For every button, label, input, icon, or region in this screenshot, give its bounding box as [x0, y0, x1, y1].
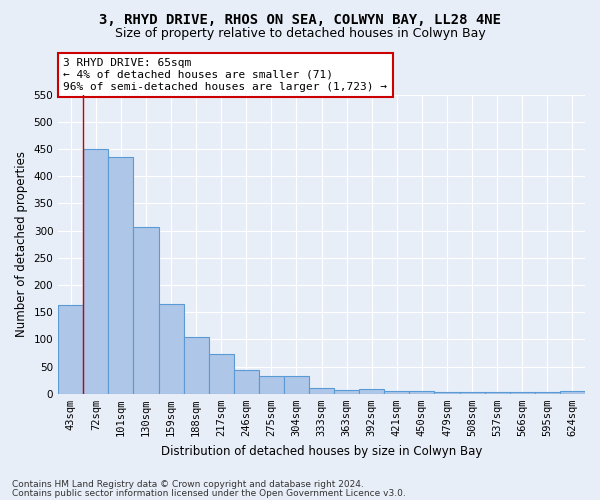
- Bar: [535, 392, 560, 394]
- Bar: [460, 392, 485, 394]
- Bar: [385, 391, 409, 394]
- Bar: [334, 390, 359, 394]
- Bar: [560, 391, 585, 394]
- Bar: [284, 376, 309, 394]
- Text: 3 RHYD DRIVE: 65sqm
← 4% of detached houses are smaller (71)
96% of semi-detache: 3 RHYD DRIVE: 65sqm ← 4% of detached hou…: [64, 58, 388, 92]
- X-axis label: Distribution of detached houses by size in Colwyn Bay: Distribution of detached houses by size …: [161, 444, 482, 458]
- Bar: [309, 388, 334, 394]
- Bar: [58, 305, 83, 394]
- Bar: [158, 304, 184, 394]
- Bar: [184, 336, 209, 394]
- Bar: [259, 376, 284, 394]
- Bar: [434, 392, 460, 394]
- Bar: [83, 149, 109, 394]
- Bar: [234, 370, 259, 394]
- Y-axis label: Number of detached properties: Number of detached properties: [15, 151, 28, 337]
- Text: 3, RHYD DRIVE, RHOS ON SEA, COLWYN BAY, LL28 4NE: 3, RHYD DRIVE, RHOS ON SEA, COLWYN BAY, …: [99, 12, 501, 26]
- Bar: [510, 392, 535, 394]
- Bar: [409, 391, 434, 394]
- Text: Size of property relative to detached houses in Colwyn Bay: Size of property relative to detached ho…: [115, 28, 485, 40]
- Bar: [359, 390, 385, 394]
- Bar: [485, 392, 510, 394]
- Bar: [133, 227, 158, 394]
- Bar: [209, 354, 234, 394]
- Text: Contains public sector information licensed under the Open Government Licence v3: Contains public sector information licen…: [12, 488, 406, 498]
- Text: Contains HM Land Registry data © Crown copyright and database right 2024.: Contains HM Land Registry data © Crown c…: [12, 480, 364, 489]
- Bar: [109, 157, 133, 394]
